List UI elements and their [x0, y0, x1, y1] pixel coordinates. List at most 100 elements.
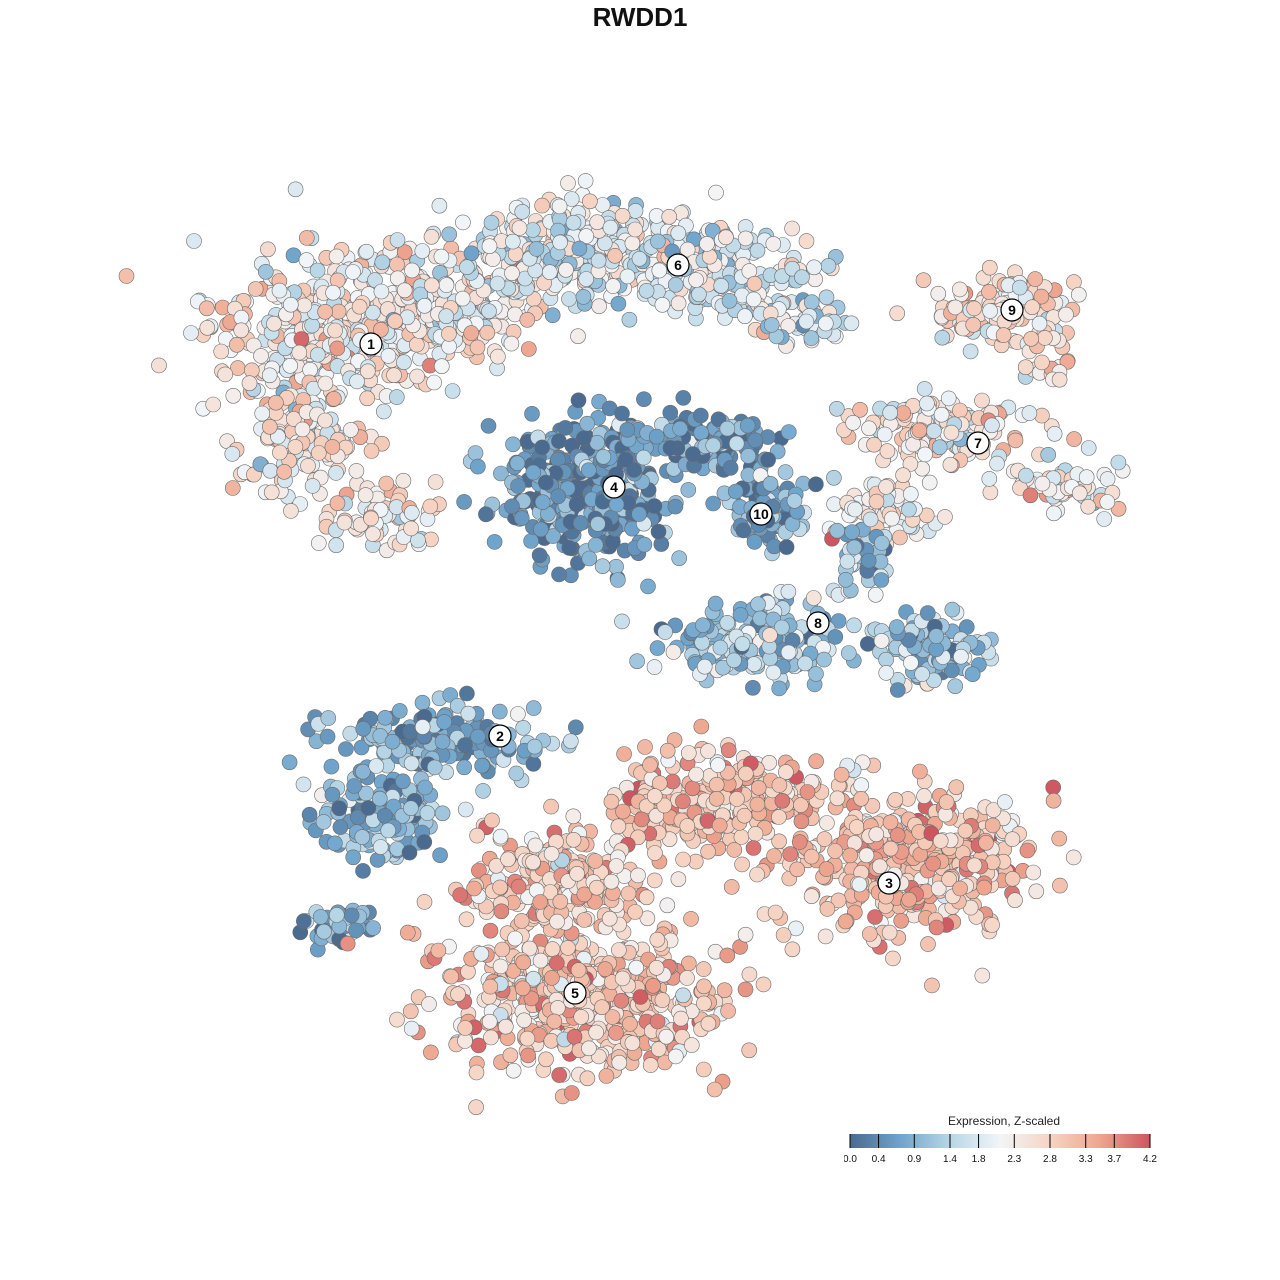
- data-point: [819, 815, 835, 831]
- data-point: [953, 648, 969, 665]
- data-point: [720, 742, 737, 759]
- data-point: [722, 460, 739, 476]
- data-point: [675, 390, 692, 406]
- data-point: [272, 444, 288, 461]
- data-point: [750, 779, 767, 796]
- data-point: [571, 240, 588, 257]
- data-point: [346, 778, 363, 794]
- data-point: [478, 506, 494, 523]
- data-point: [205, 396, 221, 413]
- data-point: [293, 331, 310, 347]
- data-point: [683, 1037, 700, 1053]
- data-point: [312, 909, 329, 925]
- data-point: [803, 888, 820, 905]
- data-point: [602, 219, 619, 236]
- data-point: [903, 655, 919, 671]
- data-point: [879, 443, 896, 459]
- data-point: [603, 873, 620, 890]
- data-point: [735, 522, 752, 539]
- data-point: [459, 685, 475, 702]
- data-point: [728, 435, 745, 452]
- cluster-label-10: 10: [749, 502, 773, 526]
- data-point: [492, 828, 509, 845]
- data-point: [667, 1048, 684, 1065]
- data-point: [504, 498, 520, 515]
- data-point: [355, 863, 371, 879]
- data-point: [384, 733, 401, 750]
- data-point: [229, 336, 245, 353]
- data-point: [329, 495, 346, 512]
- data-point: [254, 405, 271, 422]
- data-point: [1034, 475, 1051, 492]
- data-point: [626, 462, 642, 478]
- data-point: [649, 931, 666, 948]
- data-point: [328, 907, 345, 923]
- data-point: [486, 534, 503, 550]
- data-point: [295, 913, 312, 929]
- data-point: [862, 511, 879, 528]
- data-point: [377, 709, 394, 726]
- data-point: [217, 366, 233, 383]
- data-point: [389, 232, 406, 248]
- data-point: [481, 1013, 498, 1030]
- data-point: [984, 417, 1000, 434]
- data-point: [964, 666, 981, 683]
- legend-tick-label: 2.8: [1043, 1154, 1057, 1165]
- data-point: [403, 504, 420, 521]
- legend-tick-label: 3.3: [1079, 1154, 1093, 1165]
- data-point: [551, 1067, 568, 1083]
- data-point: [562, 733, 579, 750]
- data-point: [291, 344, 308, 361]
- data-point: [766, 848, 782, 864]
- color-legend: Expression, Z-scaled 0.0 0.4 0.9 1.4 1.8 2.3 2…: [844, 1114, 1164, 1170]
- data-point: [803, 330, 820, 346]
- data-point: [1007, 892, 1023, 909]
- data-point: [403, 520, 419, 537]
- data-point: [287, 439, 304, 455]
- data-point: [997, 794, 1013, 810]
- data-point: [358, 243, 375, 260]
- data-point: [640, 578, 656, 595]
- data-point: [762, 627, 778, 643]
- data-point: [985, 802, 1002, 818]
- data-point: [837, 913, 854, 930]
- data-point: [543, 846, 560, 862]
- data-point: [610, 572, 626, 588]
- data-point: [525, 756, 542, 772]
- data-point: [1078, 469, 1095, 486]
- data-point: [601, 910, 618, 927]
- data-point: [767, 904, 784, 921]
- data-point: [1046, 425, 1063, 442]
- legend-tick-label: 0.9: [907, 1154, 921, 1165]
- data-point: [549, 913, 565, 930]
- data-point: [688, 272, 704, 288]
- data-point: [745, 679, 761, 696]
- data-point: [548, 955, 565, 971]
- data-point: [490, 348, 506, 365]
- data-point: [434, 733, 451, 750]
- data-point: [316, 923, 332, 940]
- data-point: [876, 426, 893, 443]
- data-point: [921, 474, 938, 491]
- data-point: [365, 526, 381, 542]
- data-point: [788, 920, 804, 937]
- data-point: [654, 992, 671, 1008]
- data-point: [514, 204, 531, 220]
- data-point: [414, 719, 431, 735]
- data-point: [608, 858, 625, 874]
- data-point: [475, 783, 491, 799]
- data-point: [594, 999, 610, 1016]
- data-point: [414, 694, 431, 711]
- data-point: [577, 173, 594, 189]
- data-point: [317, 303, 333, 320]
- data-point: [225, 480, 241, 496]
- data-point: [712, 639, 729, 656]
- data-point: [551, 198, 568, 215]
- data-point: [723, 879, 740, 895]
- data-point: [914, 666, 930, 682]
- data-point: [186, 233, 202, 249]
- data-point: [560, 175, 576, 191]
- legend-colorbar: 0.0 0.4 0.9 1.4 1.8 2.3 2.8 3.3 3.7 4.2: [844, 1134, 1157, 1165]
- data-point: [416, 297, 433, 314]
- data-point: [339, 935, 356, 952]
